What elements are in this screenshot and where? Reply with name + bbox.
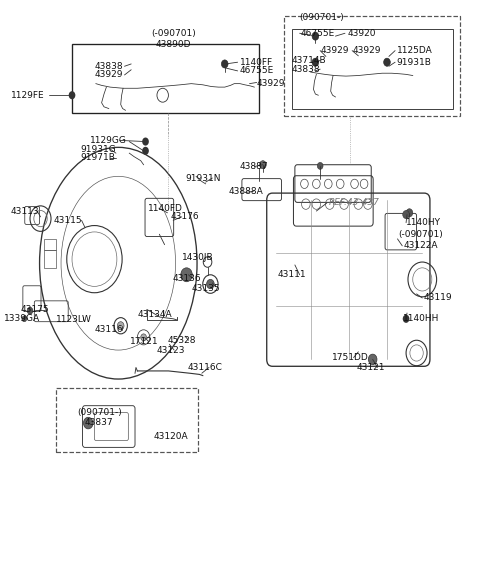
Text: 43929: 43929 (257, 79, 285, 88)
Circle shape (22, 316, 27, 322)
Text: 43135: 43135 (192, 283, 220, 293)
Circle shape (69, 91, 75, 100)
Text: 43111: 43111 (277, 270, 306, 279)
Text: 91931B: 91931B (396, 58, 432, 67)
Text: 91931G: 91931G (80, 144, 116, 154)
Circle shape (221, 60, 228, 68)
Bar (291, 29, 453, 109)
Text: 43134A: 43134A (137, 310, 172, 319)
Text: 1129FE: 1129FE (11, 91, 45, 100)
Text: 43888A: 43888A (228, 187, 263, 196)
Circle shape (84, 417, 93, 429)
Text: 46755E: 46755E (240, 66, 274, 76)
Circle shape (27, 307, 33, 314)
Text: (-090701)
43890D: (-090701) 43890D (151, 29, 195, 49)
Circle shape (406, 209, 413, 217)
Text: (-090701): (-090701) (398, 230, 443, 239)
Text: 1140HH: 1140HH (403, 314, 440, 324)
Text: 43116C: 43116C (188, 363, 222, 372)
Text: 43887: 43887 (240, 162, 269, 171)
Text: 43119: 43119 (424, 293, 452, 303)
Text: 43115: 43115 (54, 216, 83, 225)
Text: 43920: 43920 (348, 29, 376, 38)
Text: REF.43-437: REF.43-437 (328, 198, 379, 207)
Circle shape (141, 334, 146, 341)
Text: 1140FF: 1140FF (240, 58, 273, 67)
Bar (44, 239, 56, 250)
Text: 43123: 43123 (156, 346, 185, 354)
Text: 43120A: 43120A (153, 432, 188, 442)
Text: 43122A: 43122A (403, 242, 438, 250)
Circle shape (384, 58, 390, 66)
Text: 43929: 43929 (320, 46, 348, 55)
Text: 43838: 43838 (95, 62, 123, 71)
Circle shape (181, 268, 192, 282)
Text: 1430JB: 1430JB (182, 253, 214, 262)
Bar (56, 388, 199, 452)
Text: 91931N: 91931N (185, 173, 221, 183)
Bar (284, 16, 459, 116)
Circle shape (142, 137, 149, 146)
Circle shape (368, 354, 377, 364)
Text: (090701-)
43837: (090701-) 43837 (77, 407, 121, 427)
Text: 1751DD: 1751DD (332, 353, 368, 362)
Text: 1129GG: 1129GG (90, 136, 127, 145)
Circle shape (142, 147, 149, 155)
Text: 43116: 43116 (95, 325, 123, 334)
Text: 43136: 43136 (172, 274, 201, 283)
Text: 1339GA: 1339GA (4, 314, 40, 324)
Text: 43176: 43176 (171, 212, 199, 221)
Text: 43175: 43175 (21, 305, 49, 314)
Text: 1140FD: 1140FD (148, 204, 183, 212)
Circle shape (403, 211, 409, 219)
Circle shape (312, 58, 319, 66)
Text: 1140HY: 1140HY (406, 218, 441, 227)
Circle shape (312, 32, 319, 40)
Text: 1123LW: 1123LW (56, 315, 92, 324)
Circle shape (260, 161, 266, 169)
Circle shape (117, 322, 124, 330)
Text: 17121: 17121 (130, 337, 159, 346)
Text: 43838: 43838 (291, 65, 320, 74)
Text: 43929: 43929 (95, 70, 123, 80)
Text: 45328: 45328 (168, 336, 196, 345)
Text: 91971B: 91971B (80, 153, 115, 162)
Text: 43121: 43121 (357, 363, 385, 372)
Text: (090701-): (090701-) (300, 13, 345, 22)
Text: 1125DA: 1125DA (396, 46, 432, 55)
Circle shape (317, 162, 323, 169)
Bar (44, 250, 56, 268)
Bar (72, 44, 259, 112)
Circle shape (403, 315, 409, 323)
Circle shape (206, 279, 214, 289)
Text: 43113: 43113 (11, 207, 39, 215)
Text: 43929: 43929 (352, 46, 381, 55)
Text: 46755E: 46755E (300, 29, 335, 38)
Text: 43714B: 43714B (291, 56, 326, 65)
